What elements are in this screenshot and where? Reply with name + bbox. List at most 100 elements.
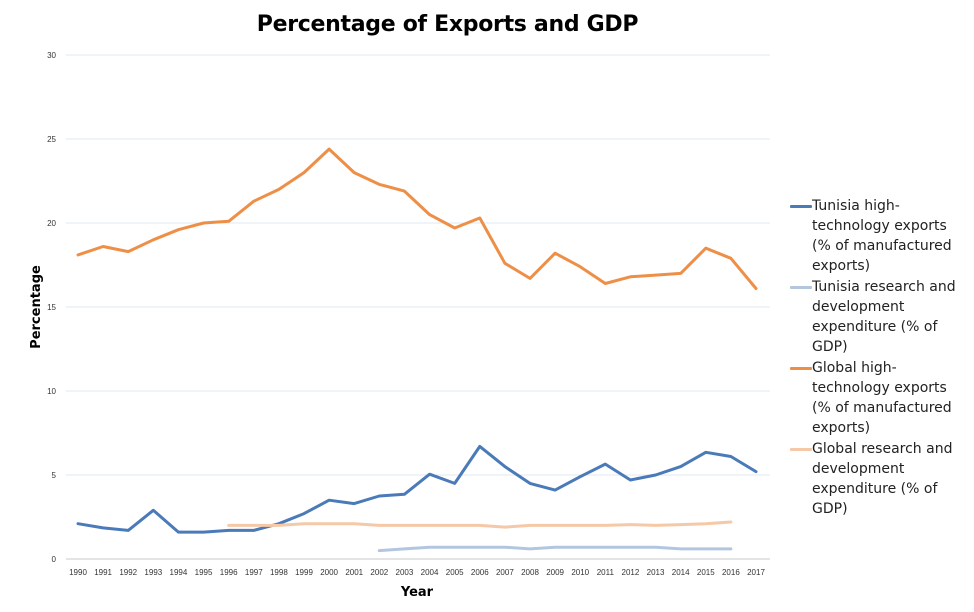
data-point — [403, 493, 406, 496]
data-point — [453, 482, 456, 485]
data-point — [528, 277, 532, 280]
data-point — [252, 524, 255, 527]
legend-label: Global high-technology exports (% of man… — [812, 360, 952, 436]
x-tick-label: 2002 — [370, 568, 388, 577]
data-point — [177, 228, 180, 231]
data-point — [654, 524, 657, 527]
y-tick-label: 0 — [52, 555, 57, 564]
data-point — [101, 245, 105, 248]
x-tick-label: 1997 — [245, 568, 263, 577]
data-point — [478, 546, 481, 549]
x-tick-label: 2006 — [471, 568, 489, 577]
data-point — [679, 272, 682, 275]
data-point — [302, 522, 306, 525]
y-axis-title: Percentage — [29, 265, 44, 349]
legend-swatch — [790, 286, 812, 289]
data-point — [604, 546, 607, 549]
legend-swatch — [790, 205, 812, 208]
data-point — [378, 524, 381, 527]
data-point — [553, 488, 557, 492]
data-point — [604, 524, 607, 527]
data-point — [453, 524, 456, 527]
gridlines — [66, 54, 770, 560]
data-point — [629, 478, 632, 482]
data-point — [729, 520, 733, 524]
series-4 — [227, 520, 733, 529]
data-point — [152, 509, 155, 512]
y-tick-label: 5 — [52, 471, 57, 480]
data-point — [729, 547, 733, 551]
data-point — [654, 546, 657, 549]
data-point — [403, 189, 406, 193]
data-point — [579, 524, 582, 527]
x-tick-label: 1999 — [295, 568, 313, 577]
data-point — [202, 530, 205, 534]
x-tick-label: 2010 — [571, 568, 589, 577]
data-point — [503, 465, 507, 468]
x-tick-label: 2007 — [496, 568, 514, 577]
data-point — [629, 275, 632, 278]
data-point — [302, 512, 306, 515]
data-point — [227, 529, 230, 532]
series-1 — [76, 444, 758, 534]
x-tick-label: 2016 — [722, 568, 740, 577]
data-point — [553, 524, 557, 527]
data-point — [353, 502, 356, 505]
data-point — [302, 171, 306, 174]
data-point — [127, 250, 130, 253]
data-point — [428, 546, 431, 549]
series-line — [76, 147, 758, 290]
y-tick-label: 25 — [47, 135, 56, 144]
data-point — [679, 547, 682, 551]
data-point — [654, 273, 657, 277]
series-line — [76, 444, 758, 534]
data-point — [428, 524, 431, 527]
x-tick-label: 2013 — [647, 568, 665, 577]
x-axis-title: Year — [400, 585, 434, 600]
x-tick-label: 2011 — [597, 568, 615, 577]
data-point — [76, 522, 80, 525]
x-tick-label: 1992 — [119, 568, 137, 577]
data-point — [629, 546, 632, 549]
data-point — [378, 549, 381, 552]
legend-item: Global high-technology exports (% of man… — [790, 358, 970, 438]
data-point — [428, 472, 431, 476]
data-point — [403, 524, 406, 527]
x-tick-label: 2009 — [546, 568, 564, 577]
series-2 — [377, 545, 733, 553]
data-point — [729, 257, 733, 260]
x-tick-label: 2004 — [421, 568, 439, 577]
legend-item: Tunisia high-technology exports (% of ma… — [790, 196, 970, 276]
y-tick-label: 15 — [47, 303, 56, 312]
data-point — [629, 523, 632, 526]
data-point — [227, 220, 230, 223]
data-point — [227, 524, 230, 527]
x-tick-label: 2012 — [622, 568, 640, 577]
data-point — [353, 171, 356, 174]
x-tick-label: 2014 — [672, 568, 690, 577]
x-tick-label: 2000 — [320, 568, 338, 577]
data-point — [704, 451, 707, 454]
x-tick-label: 1990 — [69, 568, 87, 577]
legend: Tunisia high-technology exports (% of ma… — [790, 196, 970, 520]
data-point — [604, 282, 607, 285]
legend-label: Global research and development expendit… — [812, 441, 953, 517]
legend-item: Tunisia research and development expendi… — [790, 277, 970, 357]
data-point — [654, 473, 657, 477]
data-point — [528, 524, 532, 527]
data-point — [252, 529, 255, 532]
data-point — [428, 213, 431, 216]
y-tick-label: 10 — [47, 387, 56, 396]
legend-swatch — [790, 367, 812, 370]
data-point — [503, 546, 507, 549]
data-point — [754, 470, 758, 473]
series-lines — [76, 147, 758, 553]
data-point — [177, 530, 180, 534]
y-axis-tick-labels: 0 5 10 15 20 25 30 — [47, 51, 56, 564]
data-point — [679, 523, 682, 526]
x-tick-label: 1994 — [170, 568, 188, 577]
data-point — [152, 238, 155, 241]
x-tick-label: 2015 — [697, 568, 715, 577]
data-point — [604, 462, 607, 466]
